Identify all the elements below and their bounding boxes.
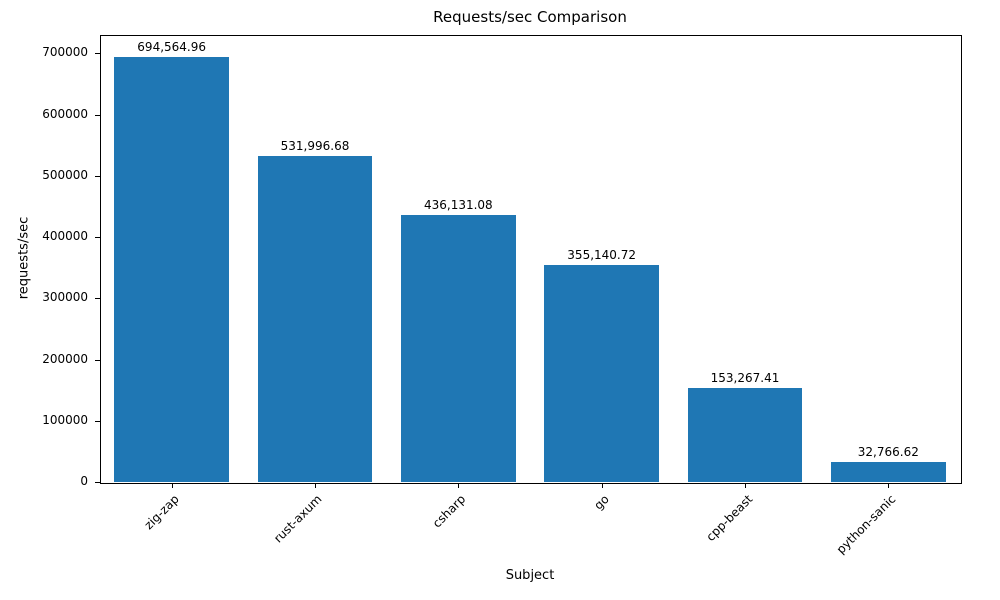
y-tick-mark — [95, 482, 100, 483]
bar — [544, 264, 659, 482]
y-tick-mark — [95, 114, 100, 116]
x-tick-mark — [888, 483, 890, 488]
chart-title: Requests/sec Comparison — [433, 8, 627, 26]
bar-value-label: 32,766.62 — [857, 444, 919, 459]
bar — [831, 461, 946, 482]
y-tick-label: 0 — [80, 474, 88, 488]
y-tick-label: 300000 — [42, 290, 88, 305]
x-tick-label-text: cpp-beast — [702, 492, 755, 544]
x-axis-label: Subject — [505, 568, 555, 583]
y-tick-mark — [95, 298, 100, 300]
y-tick-label: 400000 — [42, 229, 88, 244]
x-tick-label-text: rust-axum — [271, 492, 325, 546]
y-tick-mark — [95, 237, 100, 239]
y-tick-label: 100000 — [42, 412, 88, 427]
x-tick-mark — [745, 483, 746, 488]
x-tick-label-text: zig-zap — [141, 492, 182, 533]
y-tick-mark — [95, 420, 100, 422]
y-tick-label: 700000 — [42, 45, 88, 60]
x-tick-label-text: python-sanic — [833, 492, 899, 557]
bar — [114, 56, 229, 482]
bar-value-label: 355,140.72 — [567, 247, 637, 262]
bar — [257, 156, 373, 482]
bar — [687, 388, 803, 482]
y-tick-mark — [95, 175, 100, 177]
y-tick-label: 600000 — [42, 106, 88, 121]
x-tick-label-text: csharp — [429, 492, 469, 531]
x-tick-label-text: go — [591, 492, 612, 513]
x-tick-mark — [601, 483, 603, 488]
x-tick-mark — [458, 483, 460, 488]
plot-area — [100, 35, 962, 484]
x-tick-mark — [171, 483, 173, 488]
y-tick-label: 200000 — [42, 351, 88, 366]
bar-value-label: 531,996.68 — [280, 139, 350, 154]
bar — [401, 214, 516, 482]
bar-value-label: 153,267.41 — [710, 371, 780, 386]
x-tick-mark — [315, 483, 316, 488]
bar-value-label: 436,131.08 — [423, 197, 493, 212]
y-tick-mark — [95, 359, 100, 361]
y-tick-mark — [95, 53, 100, 55]
y-tick-label: 500000 — [42, 167, 88, 182]
bar-value-label: 694,564.96 — [137, 39, 207, 54]
